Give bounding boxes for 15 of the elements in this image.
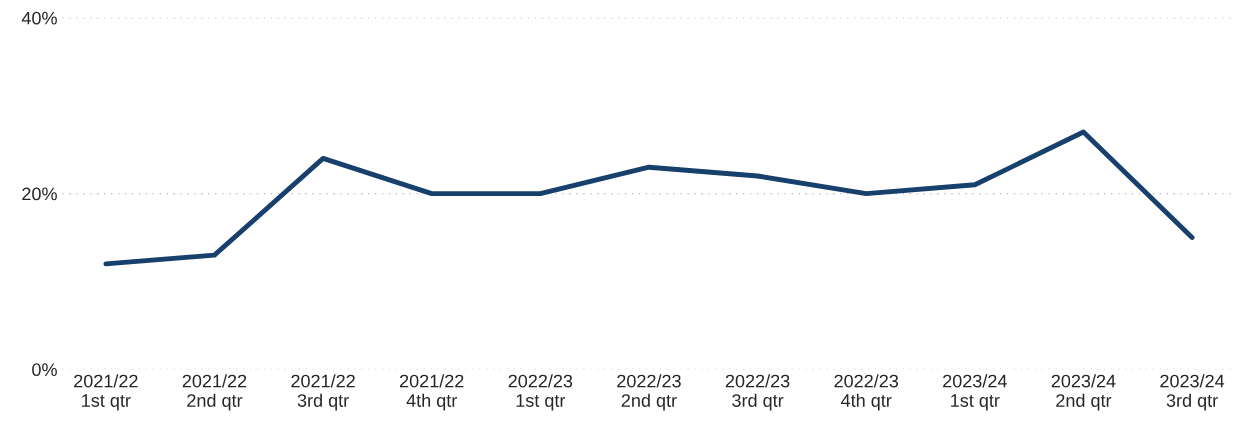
x-tick-label: 2021/22 1st qtr [74,374,138,411]
x-tick-label: 2022/23 2nd qtr [617,374,681,411]
x-tick-label: 2022/23 4th qtr [834,374,899,411]
x-tick-label: 2022/23 1st qtr [508,374,573,411]
x-tick-label: 2023/24 2nd qtr [1051,374,1116,411]
y-tick-label: 40% [21,11,57,25]
x-tick-label: 2022/23 3rd qtr [725,374,790,411]
x-tick-label: 2021/22 2nd qtr [182,374,247,411]
y-tick-label: 0% [32,363,57,377]
x-tick-label: 2021/22 3rd qtr [291,374,355,411]
x-tick-label: 2021/22 4th qtr [399,374,464,411]
line-series [103,129,1195,267]
x-tick-label: 2023/24 3rd qtr [1160,374,1225,411]
y-tick-label: 20% [22,187,57,201]
x-tick-label: 2023/24 1st qtr [943,374,1007,411]
